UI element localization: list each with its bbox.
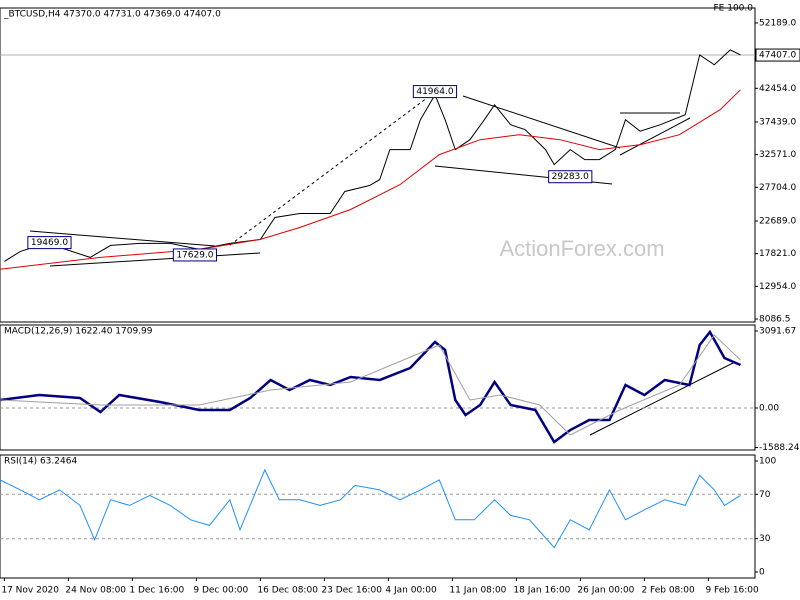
x-tick-label: 9 Dec 00:00 bbox=[193, 586, 248, 596]
price-annotation-box bbox=[548, 170, 593, 184]
trend-line bbox=[229, 91, 436, 246]
trend-line bbox=[29, 230, 216, 247]
y-tick-label: 8086.5 bbox=[759, 315, 791, 325]
y-tick-label: 0 bbox=[759, 568, 765, 578]
y-tick-label: 27704.0 bbox=[759, 183, 796, 193]
y-tick-label: 70 bbox=[759, 490, 771, 500]
x-tick-label: 9 Feb 16:00 bbox=[705, 586, 759, 596]
price-annotation: 19469.0 bbox=[31, 238, 68, 248]
x-tick-label: 2 Feb 08:00 bbox=[641, 586, 695, 596]
x-tick-label: 18 Jan 16:00 bbox=[513, 586, 570, 596]
panel-frame bbox=[0, 324, 756, 451]
series-line bbox=[4, 49, 741, 262]
y-tick-label: 42454.0 bbox=[759, 84, 796, 94]
y-tick-label: -1588.24 bbox=[759, 443, 800, 453]
current-price-label: 47407.0 bbox=[759, 51, 796, 61]
price-annotation-box bbox=[27, 236, 72, 250]
y-tick-label: 0.00 bbox=[759, 404, 779, 414]
x-tick-label: 1 Dec 16:00 bbox=[129, 586, 184, 596]
panel-frame bbox=[0, 454, 756, 579]
x-tick-label: 17 Nov 2020 bbox=[1, 586, 59, 596]
x-tick-label: 4 Jan 00:00 bbox=[385, 586, 437, 596]
x-tick-label: 26 Jan 00:00 bbox=[577, 586, 634, 596]
current-price-box bbox=[755, 48, 800, 62]
series-line bbox=[0, 329, 742, 444]
trend-line bbox=[619, 117, 691, 156]
y-tick-label: 30 bbox=[759, 534, 771, 544]
price-annotation: 17629.0 bbox=[176, 250, 213, 260]
x-tick-label: 24 Nov 08:00 bbox=[65, 586, 126, 596]
y-tick-label: 22689.0 bbox=[759, 216, 796, 226]
x-tick-label: 23 Dec 16:00 bbox=[321, 586, 382, 596]
trend-line bbox=[462, 95, 621, 149]
price-annotation: 41964.0 bbox=[416, 87, 453, 97]
watermark: ActionForex.com bbox=[499, 236, 664, 261]
x-tick-label: 11 Jan 08:00 bbox=[449, 586, 506, 596]
y-tick-label: 3091.67 bbox=[759, 326, 796, 336]
price-annotation: 29283.0 bbox=[552, 172, 589, 182]
trend-line bbox=[49, 252, 261, 267]
price-annotation-box bbox=[172, 248, 218, 262]
corner-label: FE 100.0 bbox=[714, 4, 754, 14]
y-tick-label: 100 bbox=[759, 456, 776, 466]
y-tick-label: 52189.0 bbox=[759, 18, 796, 28]
series-line bbox=[0, 89, 741, 270]
y-tick-label: 37439.0 bbox=[759, 117, 796, 127]
series-line bbox=[0, 468, 741, 549]
y-tick-label: 12954.0 bbox=[759, 282, 796, 292]
panel-title: _BTCUSD,H4 47370.0 47731.0 47369.0 47407… bbox=[3, 10, 221, 20]
panel-title: MACD(12,26,9) 1622.40 1709.99 bbox=[4, 327, 153, 337]
series-line bbox=[0, 334, 741, 436]
y-tick-label: 17821.0 bbox=[759, 249, 796, 259]
panel-title: RSI(14) 63.2464 bbox=[4, 457, 77, 467]
x-tick-label: 16 Dec 08:00 bbox=[257, 586, 318, 596]
panel-frame bbox=[0, 7, 756, 323]
y-tick-label: 32571.0 bbox=[759, 150, 796, 160]
price-annotation-box bbox=[412, 85, 458, 99]
trend-line bbox=[589, 361, 736, 436]
